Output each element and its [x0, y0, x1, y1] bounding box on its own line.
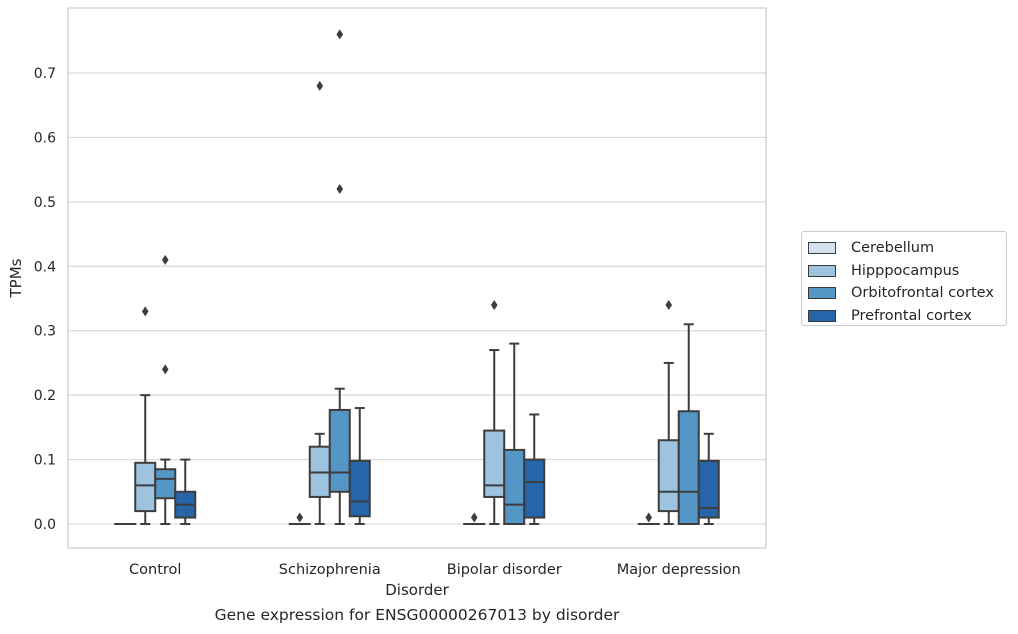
legend-label: Prefrontal cortex	[851, 307, 972, 324]
legend-item: Hipppocampus	[802, 260, 1006, 283]
outlier-point	[470, 512, 478, 523]
iqr-box	[328, 408, 351, 493]
y-tick-label: 0.2	[34, 388, 56, 404]
outlier-point	[336, 29, 344, 40]
box-prefrontal-cortex	[697, 432, 720, 525]
box-cerebellum	[288, 512, 311, 526]
outlier-point	[490, 299, 498, 310]
box-orbitofrontal-cortex	[328, 29, 351, 525]
x-tick-label: Control	[129, 562, 181, 578]
iqr-box	[503, 448, 526, 525]
outlier-point	[336, 183, 344, 194]
x-tick-label: Major depression	[617, 562, 741, 578]
iqr-box	[697, 459, 720, 519]
outlier-point	[645, 512, 653, 523]
box-prefrontal-cortex	[523, 413, 546, 525]
box-prefrontal-cortex	[174, 458, 197, 525]
legend-item: Orbitofrontal cortex	[802, 282, 1006, 305]
figure-caption: Gene expression for ENSG00000267013 by d…	[214, 606, 620, 624]
iqr-box	[657, 439, 680, 513]
outlier-point	[296, 512, 304, 523]
iqr-box	[154, 468, 177, 500]
x-tick-labels: Control Schizophrenia Bipolar disorder Majo…	[129, 562, 741, 578]
y-tick-label: 0.6	[34, 130, 56, 146]
y-axis-label: TPMs	[7, 258, 25, 298]
legend-label: Cerebellum	[851, 240, 935, 257]
x-axis-label: Disorder	[385, 581, 449, 599]
outlier-point	[665, 299, 673, 310]
legend-label: Hipppocampus	[851, 262, 960, 279]
y-tick-label: 0.0	[34, 517, 56, 533]
legend-swatch	[808, 264, 836, 277]
x-tick-label: Bipolar disorder	[447, 562, 562, 578]
legend: Cerebellum Hipppocampus Orbitofrontal cort…	[801, 231, 1007, 326]
box-plot-area	[114, 29, 720, 526]
iqr-box	[348, 459, 371, 518]
legend-item: Prefrontal cortex	[802, 305, 1006, 328]
outlier-point	[316, 80, 324, 91]
box-prefrontal-cortex	[348, 407, 371, 525]
box-hipppocampus	[308, 80, 331, 525]
box-hipppocampus	[657, 299, 680, 525]
legend-item: Cerebellum	[802, 237, 1006, 260]
outlier-point	[161, 254, 169, 265]
y-tick-label: 0.1	[34, 453, 56, 469]
box-orbitofrontal-cortex	[677, 323, 700, 525]
iqr-box	[523, 458, 546, 519]
legend-swatch	[808, 287, 836, 300]
outlier-point	[161, 364, 169, 375]
iqr-box	[483, 429, 506, 498]
y-tick-label: 0.5	[34, 195, 56, 211]
box-cerebellum	[637, 512, 660, 526]
legend-label: Orbitofrontal cortex	[851, 285, 994, 302]
box-hipppocampus	[483, 299, 506, 525]
legend-swatch	[808, 242, 836, 255]
box-hipppocampus	[134, 306, 157, 525]
plot-frame	[67, 7, 767, 549]
box-cerebellum	[463, 512, 486, 526]
y-tick-label: 0.3	[34, 324, 56, 340]
box-orbitofrontal-cortex	[503, 342, 526, 525]
iqr-box	[677, 410, 700, 525]
y-tick-label: 0.4	[34, 259, 56, 275]
y-tick-label: 0.7	[34, 66, 56, 82]
iqr-box	[134, 461, 157, 513]
x-tick-label: Schizophrenia	[279, 562, 381, 578]
legend-swatch	[808, 309, 836, 322]
y-tick-labels: 0.0 0.1 0.2 0.3 0.4 0.5 0.6 0.7	[34, 66, 56, 533]
outlier-point	[141, 306, 149, 317]
box-orbitofrontal-cortex	[154, 254, 177, 525]
